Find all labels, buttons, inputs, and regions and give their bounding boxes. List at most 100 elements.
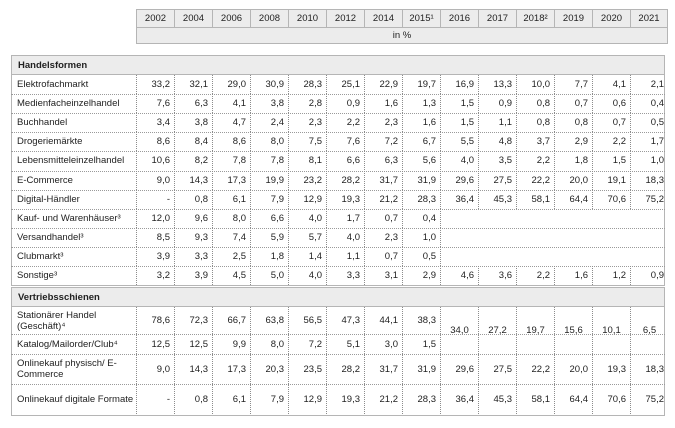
row-label: Versandhandel³ [17, 231, 84, 243]
year-header: 2018² [516, 9, 554, 28]
table-cell: 31,9 [402, 170, 440, 190]
table-cell: 3,4 [136, 113, 174, 133]
table-cell: 21,2 [364, 189, 402, 209]
table-cell: 2,2 [516, 266, 554, 286]
row-divider [11, 334, 665, 335]
table-cell: 3,3 [174, 246, 212, 266]
table-cell: 1,5 [440, 94, 478, 114]
table-cell: 45,3 [478, 384, 516, 414]
table-cell: 22,9 [364, 75, 402, 95]
section-frame [11, 287, 665, 416]
table-cell: 17,3 [212, 354, 250, 384]
table-cell: 12,5 [174, 334, 212, 354]
table-cell: 4,8 [478, 132, 516, 152]
table-cell: 8,6 [212, 132, 250, 152]
merged-cell: 10,1 [592, 307, 630, 354]
table-cell [440, 208, 478, 228]
table-cell: 6,1 [212, 189, 250, 209]
year-header: 2020 [592, 9, 630, 28]
table-cell: 29,6 [440, 170, 478, 190]
table-cell: 13,3 [478, 75, 516, 95]
table-cell: 31,9 [402, 354, 440, 384]
table-cell: 19,7 [402, 75, 440, 95]
table-cell [516, 247, 554, 266]
table-cell: 4,5 [212, 266, 250, 286]
table-cell: 1,7 [326, 208, 364, 228]
table-cell: 7,5 [288, 132, 326, 152]
table-cell: 5,0 [250, 266, 288, 286]
table-cell: 31,7 [364, 354, 402, 384]
table-cell: 1,3 [402, 94, 440, 114]
table-cell: 30,9 [250, 75, 288, 95]
row-label: Digital-Händler [17, 193, 80, 205]
row-divider [11, 227, 665, 229]
table-cell [478, 209, 516, 228]
table-cell: 3,6 [478, 266, 516, 286]
table-cell: 58,1 [516, 189, 554, 209]
row-divider [11, 208, 665, 210]
table-cell: 31,7 [364, 170, 402, 190]
merged-cell: 34,0 [440, 307, 478, 354]
table-cell [630, 209, 668, 228]
table-cell: - [136, 384, 174, 414]
table-cell: 1,5 [440, 113, 478, 133]
table-cell [440, 227, 478, 247]
table-cell: 0,5 [630, 113, 668, 133]
table-cell: 1,6 [554, 266, 592, 286]
table-cell: 1,0 [630, 151, 668, 171]
table-cell [478, 228, 516, 247]
table-cell: 3,8 [250, 94, 288, 114]
row-label: E-Commerce [17, 174, 73, 186]
table-cell: 0,7 [364, 246, 402, 266]
table-cell: 18,3 [630, 170, 668, 190]
table-cell: 19,3 [326, 189, 364, 209]
table-cell: 28,3 [288, 75, 326, 95]
row-label: Stationärer Handel (Geschäft)⁴ [17, 309, 97, 332]
table-cell: 5,7 [288, 227, 326, 247]
year-header: 2021 [630, 9, 668, 28]
table-cell: 2,3 [288, 113, 326, 133]
year-header: 2012 [326, 9, 364, 28]
table-cell: 64,4 [554, 189, 592, 209]
table-cell: 0,8 [174, 189, 212, 209]
table-cell: 0,4 [630, 94, 668, 114]
table-cell: 1,7 [630, 132, 668, 152]
table-cell: 2,4 [250, 113, 288, 133]
table-cell: 28,3 [402, 189, 440, 209]
table-cell: 1,0 [402, 227, 440, 247]
table-cell: 8,0 [250, 132, 288, 152]
table-cell: 3,9 [136, 246, 174, 266]
table-cell: 4,7 [212, 113, 250, 133]
table-cell: 8,5 [136, 227, 174, 247]
table-cell: 6,3 [174, 94, 212, 114]
table-cell: 1,4 [288, 246, 326, 266]
table-cell: 58,1 [516, 384, 554, 414]
table-cell: 38,3 [402, 307, 440, 334]
table-cell [516, 209, 554, 228]
table-cell: 5,6 [402, 151, 440, 171]
table-cell: 36,4 [440, 384, 478, 414]
table-cell: 0,8 [554, 113, 592, 133]
table-cell: 8,4 [174, 132, 212, 152]
table-cell: 9,9 [212, 334, 250, 354]
table-cell: 64,4 [554, 384, 592, 414]
table-cell: 23,5 [288, 354, 326, 384]
row-label: Medienfacheinzelhandel [17, 98, 120, 110]
table-cell [592, 209, 630, 228]
unit-label: in % [136, 28, 668, 44]
table-cell: 2,5 [212, 246, 250, 266]
table-cell: 28,2 [326, 354, 364, 384]
row-label: Sonstige³ [17, 270, 58, 282]
table-cell: 7,6 [136, 94, 174, 114]
table-cell: 2,3 [364, 113, 402, 133]
merged-cell: 27,2 [478, 307, 516, 354]
table-cell: 1,1 [326, 246, 364, 266]
row-label: Kauf- und Warenhäuser³ [17, 212, 121, 224]
table-cell: 2,1 [630, 75, 668, 95]
table-cell: 3,8 [174, 113, 212, 133]
table-cell: 9,3 [174, 227, 212, 247]
table-cell: 0,9 [478, 94, 516, 114]
row-divider [11, 189, 665, 191]
table-cell: 4,0 [288, 208, 326, 228]
table-cell: 4,1 [212, 94, 250, 114]
